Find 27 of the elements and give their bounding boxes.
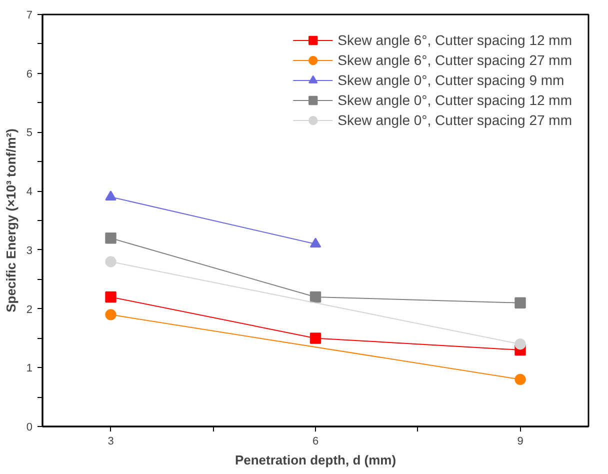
point — [105, 232, 116, 244]
y-axis-title: Specific Energy (×10³ tonf/m²) — [3, 128, 18, 312]
point — [105, 309, 116, 320]
y-tick-label: 6 — [26, 68, 33, 80]
point — [310, 332, 322, 344]
point — [514, 338, 526, 350]
y-tick-label: 1 — [26, 362, 33, 375]
x-tick-label: 6 — [312, 436, 319, 448]
y-tick-label: 2 — [26, 304, 33, 316]
legend-label: Skew angle 6°, Cutter spacing 27 mm — [338, 52, 572, 68]
point — [105, 291, 116, 303]
legend-label: Skew angle 0°, Cutter spacing 27 mm — [338, 112, 572, 128]
x-axis-title: Penetration depth, d (mm) — [234, 452, 396, 468]
x-tick-label: 3 — [108, 436, 114, 448]
point — [514, 297, 526, 308]
point — [514, 374, 526, 386]
legend-label: Skew angle 0°, Cutter spacing 12 mm — [338, 92, 572, 108]
y-tick-label: 5 — [26, 127, 33, 140]
point — [310, 291, 322, 303]
y-tick-label: 3 — [26, 244, 33, 257]
x-tick-label: 9 — [517, 436, 524, 448]
y-tick-label: 4 — [26, 186, 33, 198]
y-tick-label: 0 — [26, 422, 33, 434]
legend-label: Skew angle 6°, Cutter spacing 12 mm — [338, 32, 572, 48]
point — [105, 256, 116, 268]
y-tick-label: 7 — [26, 10, 33, 22]
legend-label: Skew angle 0°, Cutter spacing 9 mm — [338, 72, 564, 88]
